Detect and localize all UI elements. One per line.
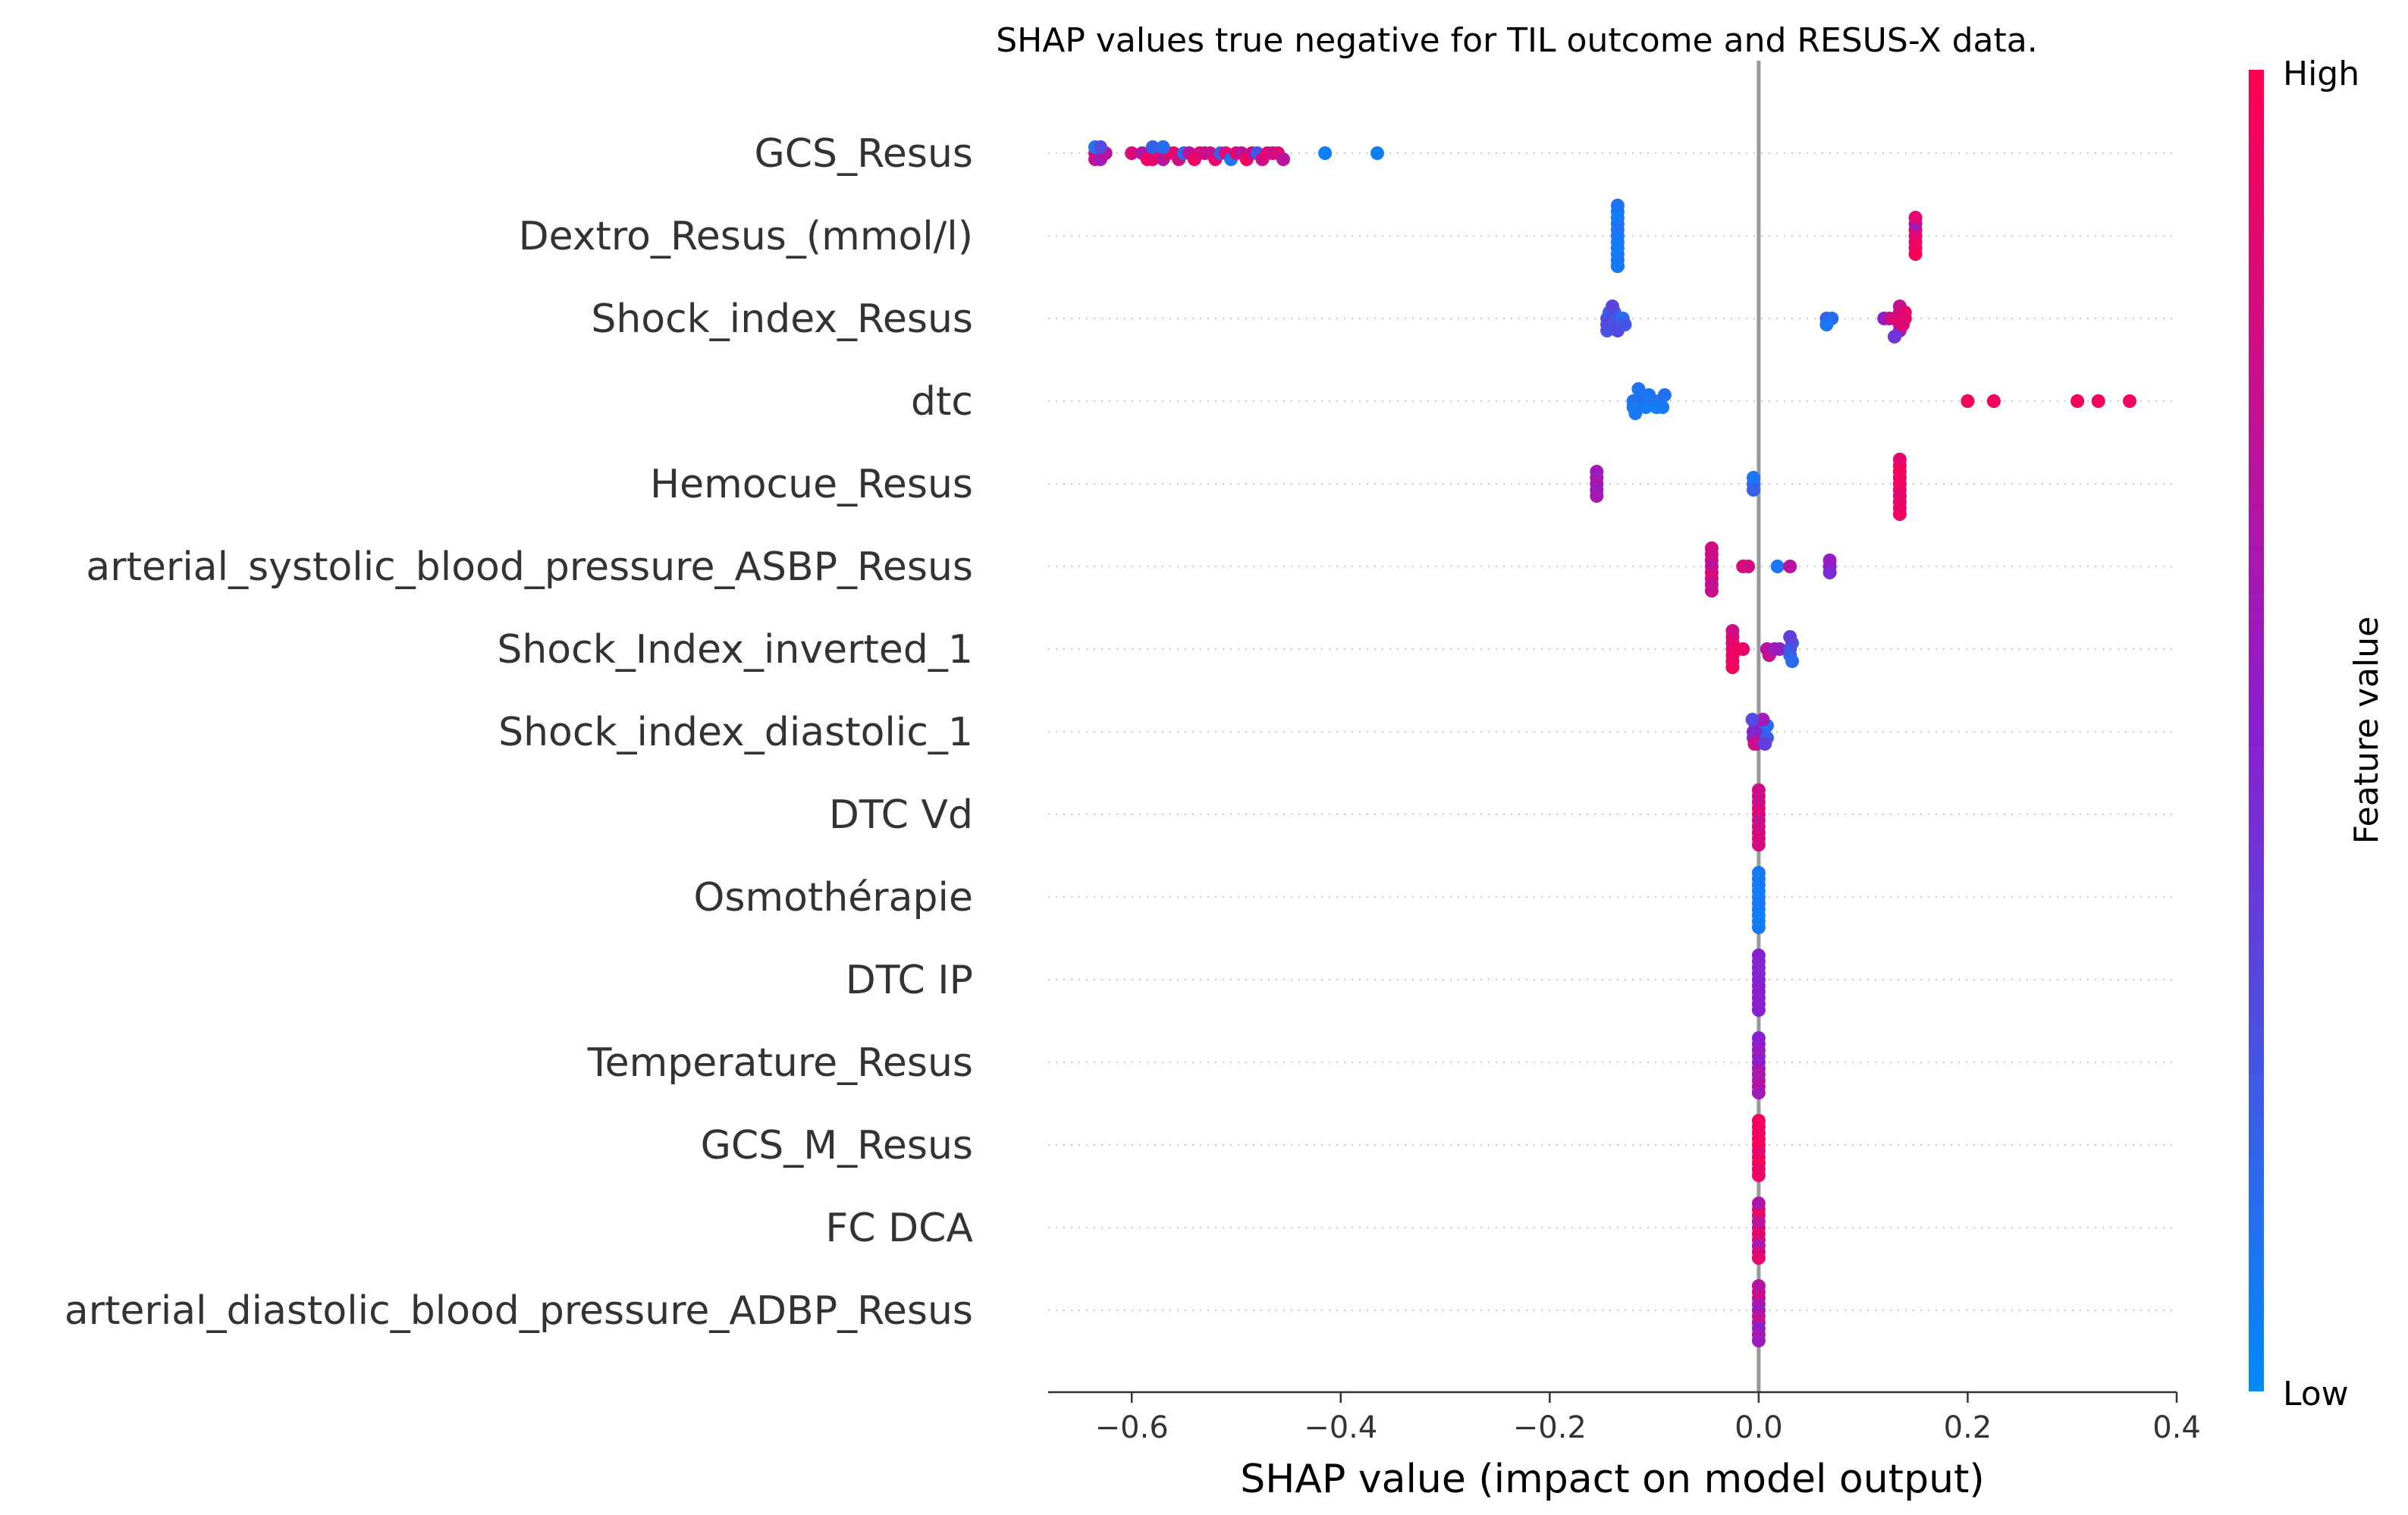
data-points [1088,140,2136,1347]
data-point [1656,400,1670,414]
data-point [1898,306,1912,319]
colorbar-low-label: Low [2283,1375,2349,1413]
data-point [1156,140,1170,154]
data-point [1704,584,1719,598]
data-point [1590,489,1604,503]
data-point [1610,259,1625,273]
data-point [1751,1279,1766,1293]
colorbar [2249,70,2264,1391]
data-point [1370,146,1384,160]
feature-label: Dextro_Resus_(mmol/l) [519,214,973,259]
feature-label: arterial_diastolic_blood_pressure_ADBP_R… [64,1288,973,1334]
data-point [1783,630,1797,644]
data-point [1751,921,1766,934]
data-point [1745,713,1760,726]
data-point [1751,949,1766,962]
feature-label: Hemocue_Resus [650,462,973,507]
feature-label: GCS_M_Resus [701,1123,973,1168]
data-point [1600,324,1615,337]
data-point [1772,642,1787,656]
data-point [1770,560,1785,573]
x-tick-label: 0.2 [1944,1410,1992,1445]
feature-label: dtc [911,379,973,425]
data-point [1751,1086,1766,1099]
data-point [1751,1003,1766,1017]
colorbar-title: Feature value [2347,616,2386,844]
data-point [1888,330,1901,343]
data-point [1318,146,1333,160]
data-point [1908,247,1923,261]
data-point [1741,560,1756,573]
data-point [1145,140,1160,154]
feature-label: GCS_Resus [754,131,973,177]
data-point [1783,560,1797,573]
feature-label: arterial_systolic_blood_pressure_ASBP_Re… [86,544,973,590]
data-point [1892,507,1907,521]
data-point [1751,838,1766,852]
data-point [2123,394,2136,408]
chart-title: SHAP values true negative for TIL outcom… [996,21,2037,60]
x-tick-label: −0.4 [1304,1410,1377,1445]
data-point [1704,541,1719,555]
data-point [1657,388,1672,402]
data-point [1628,406,1643,420]
data-point [1756,713,1770,726]
data-point [1276,152,1290,166]
feature-label: Shock_index_diastolic_1 [498,710,973,755]
data-point [1093,140,1107,154]
data-point [2071,394,2085,408]
data-point [1822,554,1837,567]
data-point [1736,642,1750,656]
data-point [1751,1114,1766,1128]
data-point [1822,566,1837,579]
data-point [1747,471,1760,485]
data-point [1751,783,1766,797]
data-point [1751,1168,1766,1182]
data-point [2091,394,2105,408]
data-point [1606,300,1619,313]
data-point [1819,318,1834,331]
feature-label: Temperature_Resus [587,1040,973,1086]
data-point [1758,737,1772,751]
data-point [1590,465,1604,478]
data-point [1896,318,1910,331]
feature-labels: GCS_Resus Dextro_Resus_(mmol/l) Shock_inde… [64,131,974,1334]
x-axis-ticks: −0.6 −0.4 −0.2 0.0 0.2 0.4 [1095,1392,2201,1445]
x-tick-label: −0.6 [1095,1410,1169,1445]
colorbar-high-label: High [2283,55,2359,93]
feature-label: Shock_index_Resus [591,296,973,342]
feature-label: DTC Vd [829,792,973,838]
data-point [1892,453,1907,466]
data-point [1751,1197,1766,1210]
data-point [1751,1251,1766,1265]
data-point [1751,1334,1766,1347]
feature-label: DTC IP [846,958,973,1003]
data-point [1908,211,1923,224]
data-point [1751,1031,1766,1045]
data-point [1618,318,1632,331]
feature-label: Osmothérapie [693,875,973,921]
feature-label: Shock_Index_inverted_1 [497,627,973,673]
x-tick-label: 0.4 [2152,1410,2201,1445]
data-point [1631,382,1646,396]
data-point [1747,483,1760,497]
feature-label: FC DCA [825,1206,973,1251]
data-point [1725,624,1740,638]
x-tick-label: 0.0 [1735,1410,1783,1445]
x-tick-label: −0.2 [1513,1410,1587,1445]
data-point [1725,660,1740,674]
data-point [1785,654,1799,668]
data-point [1986,394,2001,408]
data-point [1610,199,1625,212]
data-point [1751,866,1766,880]
x-axis-label: SHAP value (impact on model output) [1240,1457,1984,1502]
data-point [1961,394,1975,408]
data-point [1125,146,1139,160]
